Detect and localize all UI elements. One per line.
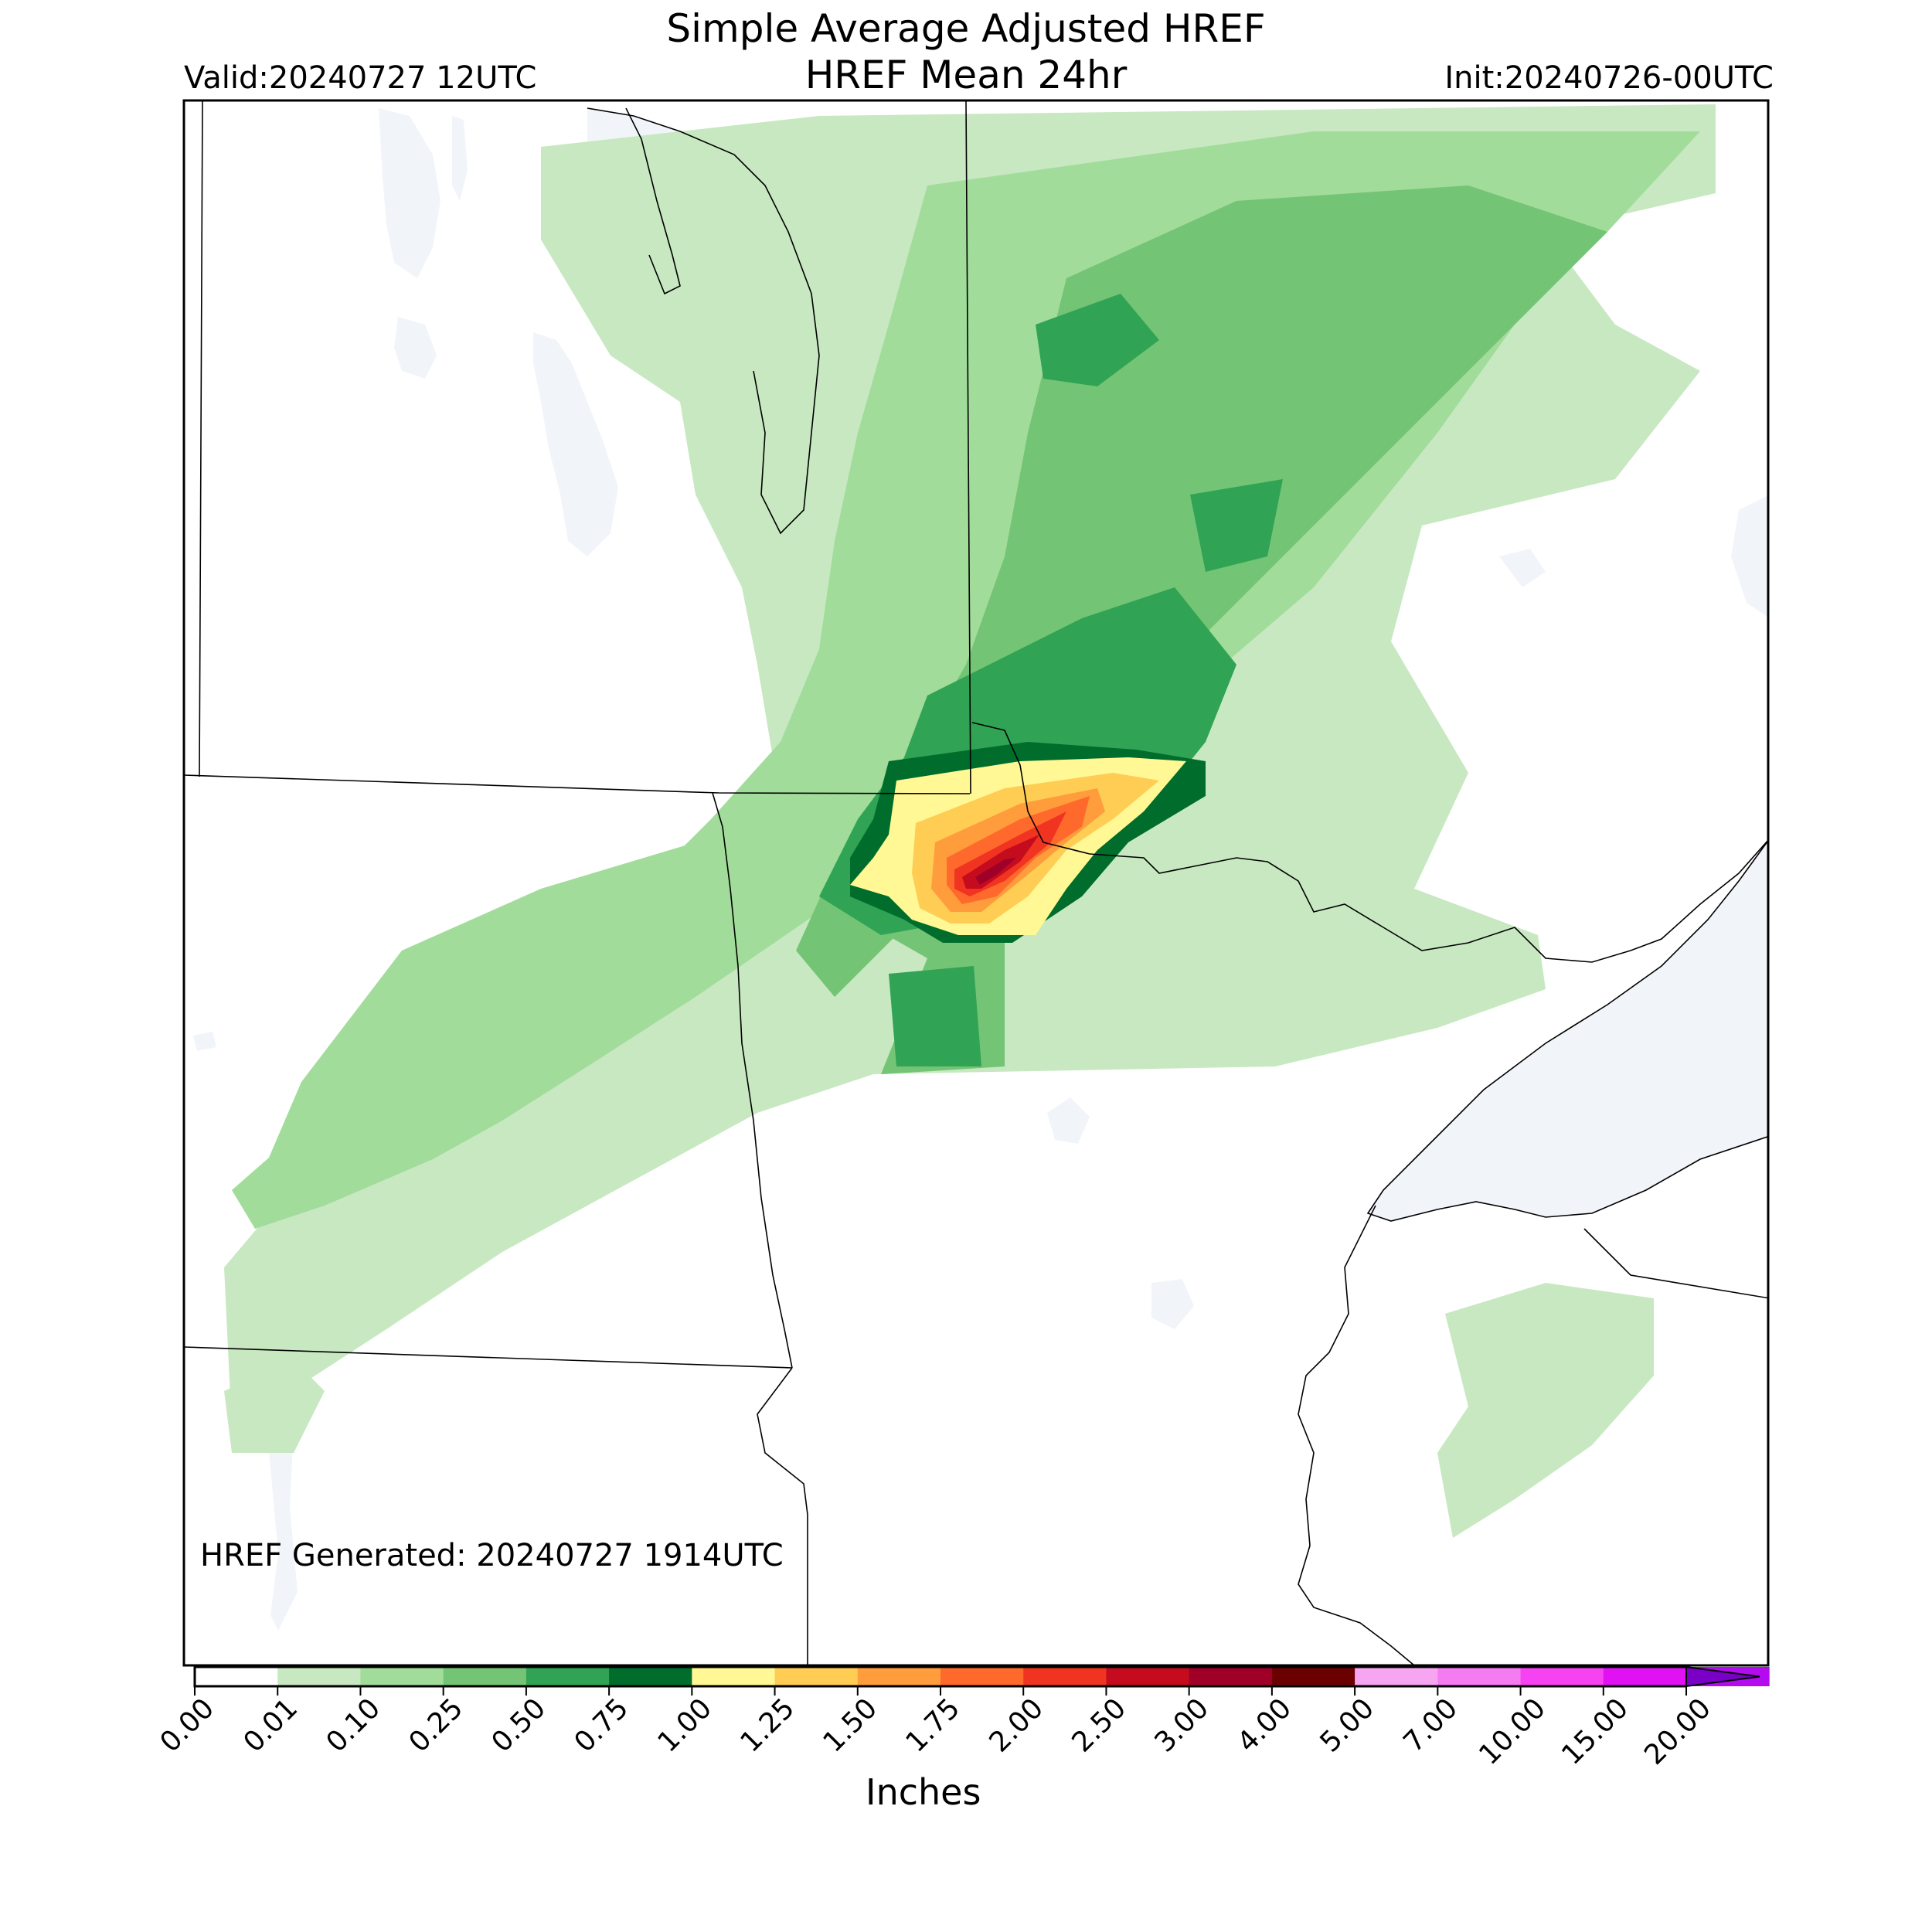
colorbar-swatch bbox=[1355, 1667, 1438, 1686]
lake-winnipeg-shore bbox=[587, 107, 820, 535]
minnesota-south-dakota-border bbox=[757, 1367, 808, 1665]
canada-us-border-east bbox=[971, 722, 1768, 963]
init-time: Init:20240726-00UTC bbox=[1444, 60, 1774, 96]
colorbar-swatch bbox=[1271, 1667, 1355, 1686]
political-boundaries bbox=[184, 100, 1768, 1665]
colorbar-extend-arrow bbox=[1685, 1665, 1760, 1688]
valid-time: Valid:20240727 12UTC bbox=[184, 60, 537, 96]
precip-band-0.50-s bbox=[889, 966, 981, 1066]
lake-manitoba-shore bbox=[625, 107, 681, 295]
wisconsin-michigan-border bbox=[1583, 1228, 1768, 1299]
lake-superior bbox=[1368, 840, 1768, 1221]
colorbar bbox=[193, 1665, 1770, 1696]
colorbar-swatch bbox=[1437, 1667, 1522, 1686]
colorbar-swatch bbox=[1106, 1667, 1190, 1686]
map-subtitle: HREF Mean 24hr bbox=[804, 53, 1128, 97]
lake-winnipegosis bbox=[379, 108, 440, 278]
map-title: Simple Average Adjusted HREF bbox=[666, 6, 1266, 51]
colorbar-swatch bbox=[1189, 1667, 1273, 1686]
colorbar-swatch bbox=[195, 1667, 278, 1686]
lake-manitoba bbox=[533, 332, 618, 556]
precip-band-0.10-west bbox=[255, 842, 742, 1190]
map-frame bbox=[182, 99, 1770, 1667]
colorbar-swatch bbox=[692, 1667, 776, 1686]
small-lake-1 bbox=[394, 317, 437, 379]
precip-band-3.00 bbox=[975, 858, 1016, 885]
red-lake bbox=[1499, 549, 1546, 587]
colorbar-swatch bbox=[443, 1667, 527, 1686]
colorbar-swatch bbox=[277, 1667, 361, 1686]
lake-superior-shore bbox=[1366, 839, 1768, 1222]
mille-lacs bbox=[1151, 1279, 1194, 1329]
lake-nipigon bbox=[1731, 495, 1768, 617]
map-layers bbox=[184, 100, 1768, 1665]
minnesota-wisconsin-border bbox=[1298, 1205, 1415, 1665]
colorbar-swatch bbox=[774, 1667, 859, 1686]
colorbar-label: Inches bbox=[866, 1771, 981, 1813]
colorbar-swatch bbox=[857, 1667, 941, 1686]
small-lake-2 bbox=[452, 116, 468, 201]
precip-band-0.01-west bbox=[232, 1252, 386, 1445]
colorbar-swatch bbox=[1023, 1667, 1107, 1686]
manitoba-ontario-border bbox=[965, 100, 971, 794]
north-dakota-south-dakota-border bbox=[184, 1346, 793, 1369]
colorbar-swatch bbox=[360, 1667, 444, 1686]
precip-band-0.01-south bbox=[224, 1360, 325, 1453]
generated-annotation: HREF Generated: 20240727 1914UTC bbox=[200, 1538, 784, 1573]
precip-field bbox=[224, 104, 1716, 1538]
colorbar-swatch bbox=[1520, 1667, 1604, 1686]
leech-lake bbox=[1047, 1097, 1090, 1144]
canada-us-border-west bbox=[184, 774, 971, 794]
minnesota-north-dakota-border bbox=[712, 792, 793, 1369]
saskatchewan-manitoba-border bbox=[199, 100, 203, 777]
precip-band-0.01-se bbox=[1437, 1283, 1654, 1538]
precip-band-0.50-n2 bbox=[1190, 479, 1283, 572]
colorbar-swatch bbox=[940, 1667, 1024, 1686]
colorbar-swatch bbox=[609, 1667, 692, 1686]
colorbar-swatch bbox=[526, 1667, 610, 1686]
devils-lake bbox=[193, 1032, 216, 1051]
colorbar-swatch bbox=[1603, 1667, 1687, 1686]
precip-band-0.50-n1 bbox=[1036, 294, 1159, 386]
